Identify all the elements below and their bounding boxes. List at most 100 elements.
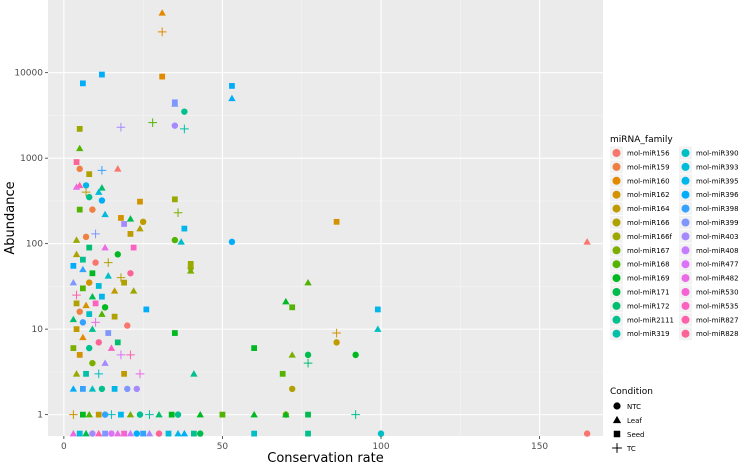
y-tick-label: 100 (26, 240, 43, 250)
family-legend-label: mol-miR319 (627, 330, 670, 338)
data-point (304, 351, 312, 359)
data-point (72, 250, 81, 258)
data-point (177, 238, 185, 245)
data-point (143, 306, 150, 313)
data-point (129, 287, 138, 294)
data-point (121, 221, 127, 227)
data-point (91, 229, 100, 239)
data-point (196, 410, 204, 418)
data-point (181, 225, 188, 232)
data-point (69, 429, 78, 437)
data-point (127, 270, 134, 277)
data-point (101, 243, 109, 251)
data-point (145, 429, 154, 437)
data-point (80, 411, 86, 418)
family-legend-label: mol-miR398 (696, 205, 739, 213)
data-point (158, 9, 166, 16)
data-point (251, 430, 258, 437)
data-point (114, 251, 121, 258)
data-point (102, 430, 108, 437)
family-legend-label: mol-miR477 (696, 261, 739, 269)
data-point (95, 429, 103, 437)
data-point (136, 411, 144, 418)
data-point (86, 344, 93, 352)
data-point (114, 429, 122, 437)
data-point (101, 210, 109, 218)
data-point (157, 27, 167, 37)
data-point (289, 304, 296, 311)
data-point (165, 430, 172, 437)
x-axis-title: Conservation rate (267, 451, 384, 466)
data-point (76, 206, 83, 213)
data-point (180, 124, 189, 134)
data-point (70, 345, 77, 351)
legend-key-swatch (612, 190, 621, 199)
condition-legend-label: NTC (627, 403, 641, 411)
data-point (88, 325, 97, 332)
data-point (116, 350, 126, 360)
family-legend-label: mol-miR156 (627, 150, 670, 158)
data-point (148, 118, 157, 128)
data-point (139, 218, 147, 226)
data-point (82, 301, 90, 309)
data-point (69, 278, 78, 286)
data-point (86, 171, 93, 178)
data-point (229, 83, 235, 89)
legend-key-swatch (681, 260, 690, 269)
data-point (116, 122, 126, 132)
data-point (98, 385, 106, 393)
data-point (88, 292, 97, 300)
data-point (187, 260, 194, 267)
data-point (72, 290, 81, 300)
data-point (76, 308, 83, 315)
legend-key-swatch (681, 162, 690, 171)
family-legend-label: mol-miR166 (627, 219, 670, 227)
family-legend-label: mol-miR169 (627, 275, 670, 283)
legend-key-swatch (612, 274, 621, 283)
data-point (95, 188, 103, 195)
data-point (168, 411, 175, 418)
data-point (282, 297, 290, 305)
condition-legend-key (613, 430, 621, 438)
data-point (114, 339, 121, 346)
data-point (180, 429, 189, 437)
data-point (89, 270, 96, 277)
family-legend-label: mol-miR160 (627, 177, 670, 185)
legend-key-swatch (681, 274, 690, 283)
data-point (219, 411, 226, 418)
data-point (583, 430, 591, 437)
data-point (70, 262, 77, 269)
data-point (99, 71, 105, 78)
data-point (303, 358, 313, 368)
data-point (282, 410, 290, 418)
family-legend-label: mol-miR482 (696, 275, 739, 283)
condition-legend: Condition NTC Leaf Seed TC (610, 387, 653, 453)
data-point (92, 259, 99, 266)
family-legend-label: mol-miR396 (696, 191, 739, 199)
data-point (89, 359, 96, 367)
data-point (69, 385, 78, 392)
legend-key-swatch (681, 204, 690, 213)
data-point (95, 283, 102, 289)
data-point (159, 73, 166, 80)
data-point (110, 287, 119, 294)
data-point (80, 256, 86, 263)
family-legend-label: mol-miR171 (627, 289, 670, 297)
data-point (91, 318, 100, 327)
family-legend-label: mol-miR164 (627, 205, 670, 213)
legend-key-swatch (681, 315, 690, 324)
data-point (187, 267, 195, 274)
data-point (99, 293, 105, 300)
data-point (228, 94, 236, 102)
data-point (583, 238, 591, 245)
data-point (86, 279, 93, 286)
data-point (288, 351, 296, 358)
y-tick-label: 1000 (20, 154, 43, 164)
family-legend-label: mol-miR172 (627, 302, 670, 310)
family-legend-label: mol-miR2111 (627, 316, 674, 324)
data-point (289, 385, 296, 393)
data-point (171, 330, 178, 336)
data-point (333, 218, 340, 225)
data-point (95, 411, 102, 418)
data-point (137, 198, 143, 205)
